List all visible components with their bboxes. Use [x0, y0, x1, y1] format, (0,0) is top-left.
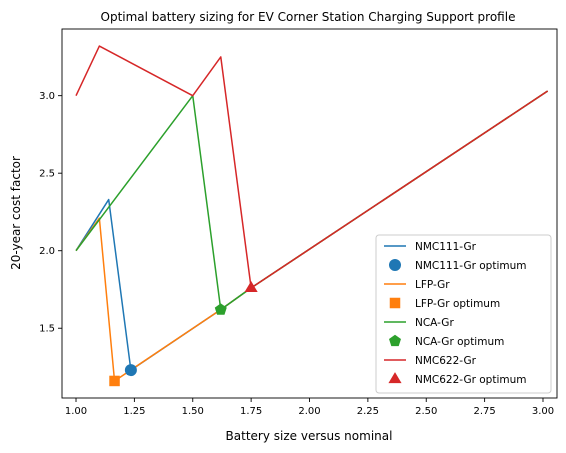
legend-label-optimum: NCA-Gr optimum: [415, 336, 504, 348]
x-tick-label: 1.25: [123, 406, 145, 417]
optimum-marker-0: [124, 364, 137, 377]
x-tick-label: 2.25: [357, 406, 379, 417]
x-tick-label: 2.00: [298, 406, 320, 417]
x-tick-label: 3.00: [532, 406, 554, 417]
legend-box: [375, 234, 552, 394]
optimum-marker-2: [214, 303, 227, 315]
x-tick-label: 1.00: [65, 406, 87, 417]
series-line-3: [75, 45, 549, 289]
plot-markers: [109, 281, 258, 387]
chart-title: Optimal battery sizing for EV Corner Sta…: [101, 10, 516, 24]
optimum-marker-1: [109, 375, 120, 387]
legend-label-series: NMC622-Gr: [415, 355, 477, 367]
optimum-marker-3: [244, 281, 258, 293]
x-tick-label: 1.50: [182, 406, 204, 417]
legend-label-series: NCA-Gr: [415, 317, 454, 329]
x-axis-label: Battery size versus nominal: [226, 429, 393, 443]
x-tick-label: 1.75: [240, 406, 262, 417]
y-tick-label: 2.5: [39, 169, 55, 180]
x-axis: 1.00 1.25 1.50 1.75 2.00 2.25 2.50 2.75 3.00: [65, 398, 554, 417]
legend-label-series: NMC111-Gr: [415, 241, 477, 253]
y-axis-label: 20-year cost factor: [9, 156, 23, 270]
legend-label-series: LFP-Gr: [415, 279, 450, 291]
x-tick-label: 2.50: [415, 406, 437, 417]
legend-label-optimum: NMC111-Gr optimum: [415, 260, 527, 272]
y-tick-label: 3.0: [39, 91, 55, 102]
legend-label-optimum: LFP-Gr optimum: [415, 298, 500, 310]
y-tick-label: 1.5: [39, 324, 55, 335]
legend-marker-swatch-0: [389, 259, 401, 271]
legend-marker-swatch-1: [389, 297, 401, 309]
y-axis: 1.5 2.0 2.5 3.0: [39, 91, 62, 335]
y-tick-label: 2.0: [39, 246, 55, 257]
legend-label-optimum: NMC622-Gr optimum: [415, 374, 527, 386]
legend-marker-swatch-2: [389, 334, 401, 347]
x-tick-label: 2.75: [473, 406, 495, 417]
legend: NMC111-Gr NMC111-Gr optimum LFP-Gr LFP-Gr o…: [375, 234, 552, 394]
legend-marker-swatch-3: [388, 372, 402, 384]
